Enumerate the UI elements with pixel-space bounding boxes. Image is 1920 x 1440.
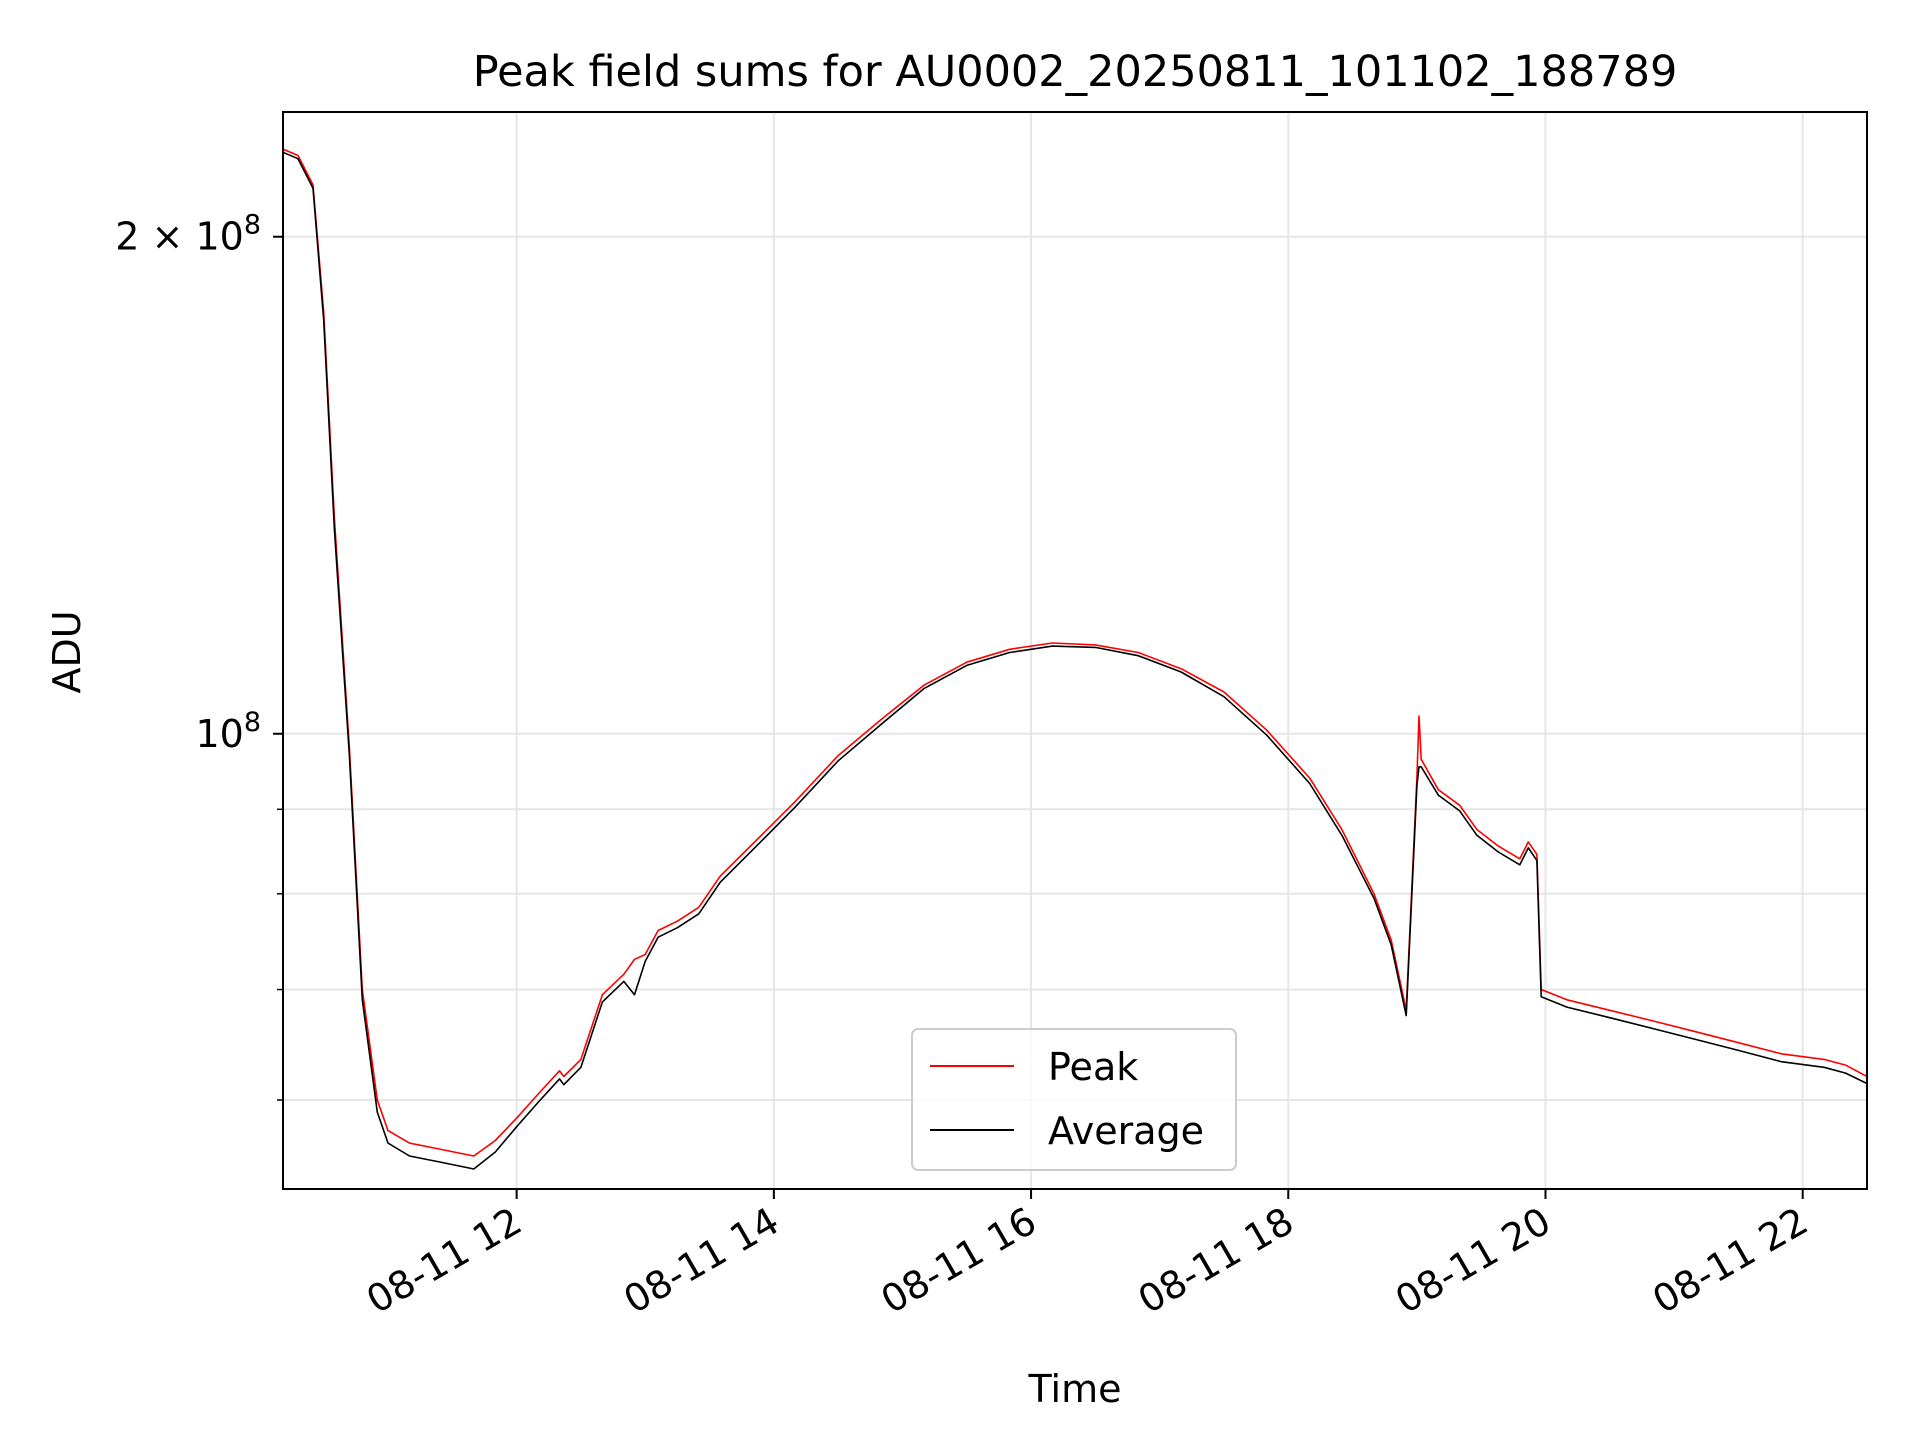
- y-tick-label-coef: 2 ×: [115, 215, 195, 259]
- grid: [283, 112, 1867, 1189]
- chart-title: Peak field sums for AU0002_20250811_1011…: [473, 47, 1678, 97]
- y-tick-label-exponent: 8: [244, 707, 261, 738]
- plot-area: [282, 111, 1868, 1190]
- y-axis-label: ADU: [45, 610, 89, 693]
- y-tick-label: 2 × 108: [115, 210, 261, 259]
- legend-label-average: Average: [1048, 1109, 1204, 1153]
- series-line-average: [283, 151, 1867, 1170]
- plot-background: [283, 112, 1867, 1189]
- y-tick-label: 108: [195, 707, 261, 756]
- series-layer: [283, 148, 1867, 1170]
- legend: Peak Average: [911, 1028, 1237, 1171]
- plot-frame: [282, 111, 1868, 1190]
- series-line-peak: [283, 148, 1867, 1157]
- x-axis-label: Time: [1028, 1367, 1122, 1411]
- legend-frame: [911, 1028, 1237, 1171]
- y-tick-label-base: 10: [195, 712, 243, 756]
- y-tick-label-base: 10: [195, 215, 243, 259]
- y-tick-label-exponent: 8: [244, 210, 261, 241]
- legend-label-peak: Peak: [1048, 1045, 1138, 1089]
